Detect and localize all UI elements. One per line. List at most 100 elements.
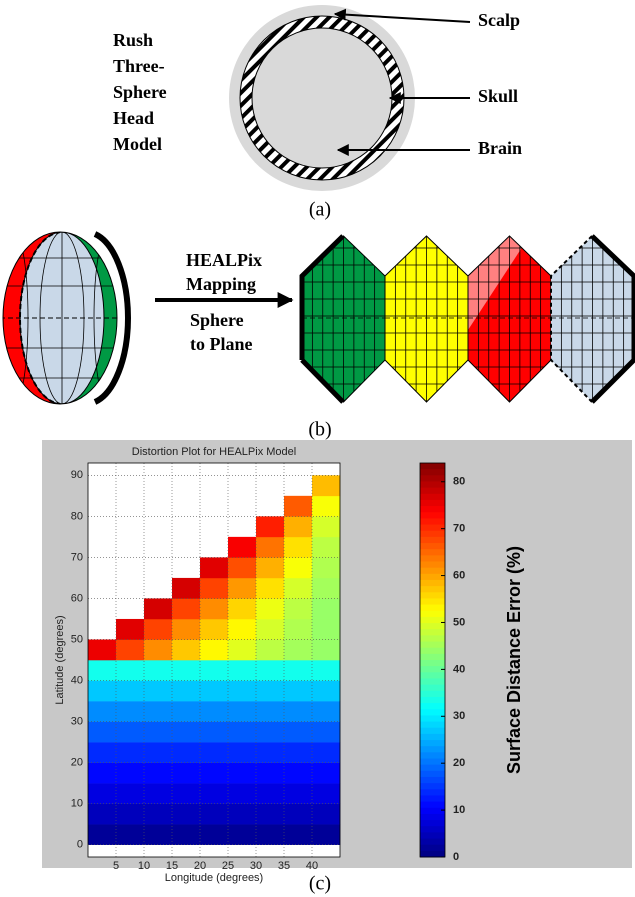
heatmap-cell <box>200 701 228 722</box>
heatmap-cell <box>144 598 172 619</box>
heatmap-cell <box>284 598 312 619</box>
heatmap-cell <box>144 763 172 784</box>
heatmap-cell <box>312 783 340 804</box>
colorbar-segment <box>420 728 445 735</box>
colorbar-segment <box>420 845 445 852</box>
colorbar-segment <box>420 832 445 839</box>
colorbar-segment <box>420 475 445 482</box>
x-tick-label: 5 <box>113 860 119 872</box>
figure: Rush Three- Sphere Head Model Scalp Skul… <box>0 0 635 897</box>
heatmap-cell <box>200 804 228 825</box>
y-tick-label: 80 <box>71 510 83 522</box>
heatmap-cell <box>228 742 256 763</box>
colorbar-segment <box>420 500 445 507</box>
heatmap-cell <box>144 824 172 845</box>
colorbar-tick-label: 80 <box>453 476 465 488</box>
heatmap-cell <box>200 639 228 660</box>
y-tick-label: 70 <box>71 551 83 563</box>
heatmap-cell <box>256 660 284 681</box>
heatmap-cell <box>256 537 284 558</box>
heatmap-cell <box>312 537 340 558</box>
colorbar-segment <box>420 771 445 778</box>
layer-label: Skull <box>478 86 518 106</box>
colorbar-segment <box>420 543 445 550</box>
colorbar-segment <box>420 525 445 532</box>
heatmap-cell <box>284 742 312 763</box>
x-tick-label: 35 <box>278 860 290 872</box>
heatmap-cell <box>200 598 228 619</box>
colorbar-segment <box>420 574 445 581</box>
colorbar-segment <box>420 635 445 642</box>
caption: (b) <box>308 419 331 441</box>
colorbar-segment <box>420 642 445 649</box>
y-tick-label: 90 <box>71 469 83 481</box>
colorbar-segment <box>420 746 445 753</box>
colorbar-segment <box>420 820 445 827</box>
colorbar-tick-label: 10 <box>453 804 465 816</box>
y-tick-label: 0 <box>77 839 83 851</box>
heatmap-cell <box>228 639 256 660</box>
heatmap-cell <box>312 578 340 599</box>
colorbar-segment <box>420 814 445 821</box>
heatmap-cell <box>172 742 200 763</box>
x-tick-label: 15 <box>166 860 178 872</box>
colorbar-segment <box>420 463 445 470</box>
colorbar-segment <box>420 839 445 846</box>
heatmap-cell <box>172 763 200 784</box>
y-tick-label: 50 <box>71 633 83 645</box>
heatmap-cell <box>200 783 228 804</box>
heatmap-cell <box>312 475 340 496</box>
heatmap-cell <box>88 783 116 804</box>
heatmap-cell <box>88 722 116 743</box>
heatmap-cell <box>172 660 200 681</box>
heatmap-cell <box>116 722 144 743</box>
label-line: Model <box>113 134 162 154</box>
heatmap-cell <box>116 804 144 825</box>
colorbar-segment <box>420 660 445 667</box>
heatmap-cell <box>172 783 200 804</box>
heatmap-cell <box>144 742 172 763</box>
heatmap-cell <box>144 619 172 640</box>
colorbar-segment <box>420 654 445 661</box>
colorbar-segment <box>420 537 445 544</box>
heatmap-cell <box>312 763 340 784</box>
colorbar-segment <box>420 629 445 636</box>
heatmap-cell <box>312 619 340 640</box>
colorbar-segment <box>420 722 445 729</box>
colorbar-segment <box>420 795 445 802</box>
heatmap-cell <box>172 701 200 722</box>
heatmap-cell <box>256 598 284 619</box>
layer-label: Brain <box>478 138 522 158</box>
colorbar-segment <box>420 598 445 605</box>
heatmap-cell <box>200 681 228 702</box>
colorbar-segment <box>420 549 445 556</box>
heatmap-cell <box>312 804 340 825</box>
heatmap-cell <box>228 598 256 619</box>
heatmap-cell <box>256 763 284 784</box>
heatmap-cell <box>200 742 228 763</box>
colorbar-segment <box>420 611 445 618</box>
heatmap-cell <box>256 619 284 640</box>
caption: (c) <box>309 873 331 895</box>
mapping-label: HEALPix <box>186 250 262 270</box>
direction-label: to Plane <box>190 334 253 354</box>
colorbar-tick-label: 20 <box>453 757 465 769</box>
colorbar-segment <box>420 605 445 612</box>
heatmap-cell <box>256 722 284 743</box>
layer-label: Scalp <box>478 10 520 30</box>
heatmap-cell <box>144 783 172 804</box>
colorbar-tick-label: 0 <box>453 851 459 863</box>
heatmap-cell <box>144 804 172 825</box>
colorbar-segment <box>420 703 445 710</box>
heatmap-cell <box>312 557 340 578</box>
heatmap-cell <box>284 824 312 845</box>
heatmap-cell <box>172 639 200 660</box>
heatmap-cell <box>200 619 228 640</box>
y-tick-label: 10 <box>71 798 83 810</box>
heatmap-cell <box>228 557 256 578</box>
x-axis-label: Longitude (degrees) <box>165 872 263 884</box>
heatmap-cell <box>172 824 200 845</box>
heatmap-cell <box>284 496 312 517</box>
heatmap-cell <box>116 619 144 640</box>
heatmap-cell <box>284 763 312 784</box>
